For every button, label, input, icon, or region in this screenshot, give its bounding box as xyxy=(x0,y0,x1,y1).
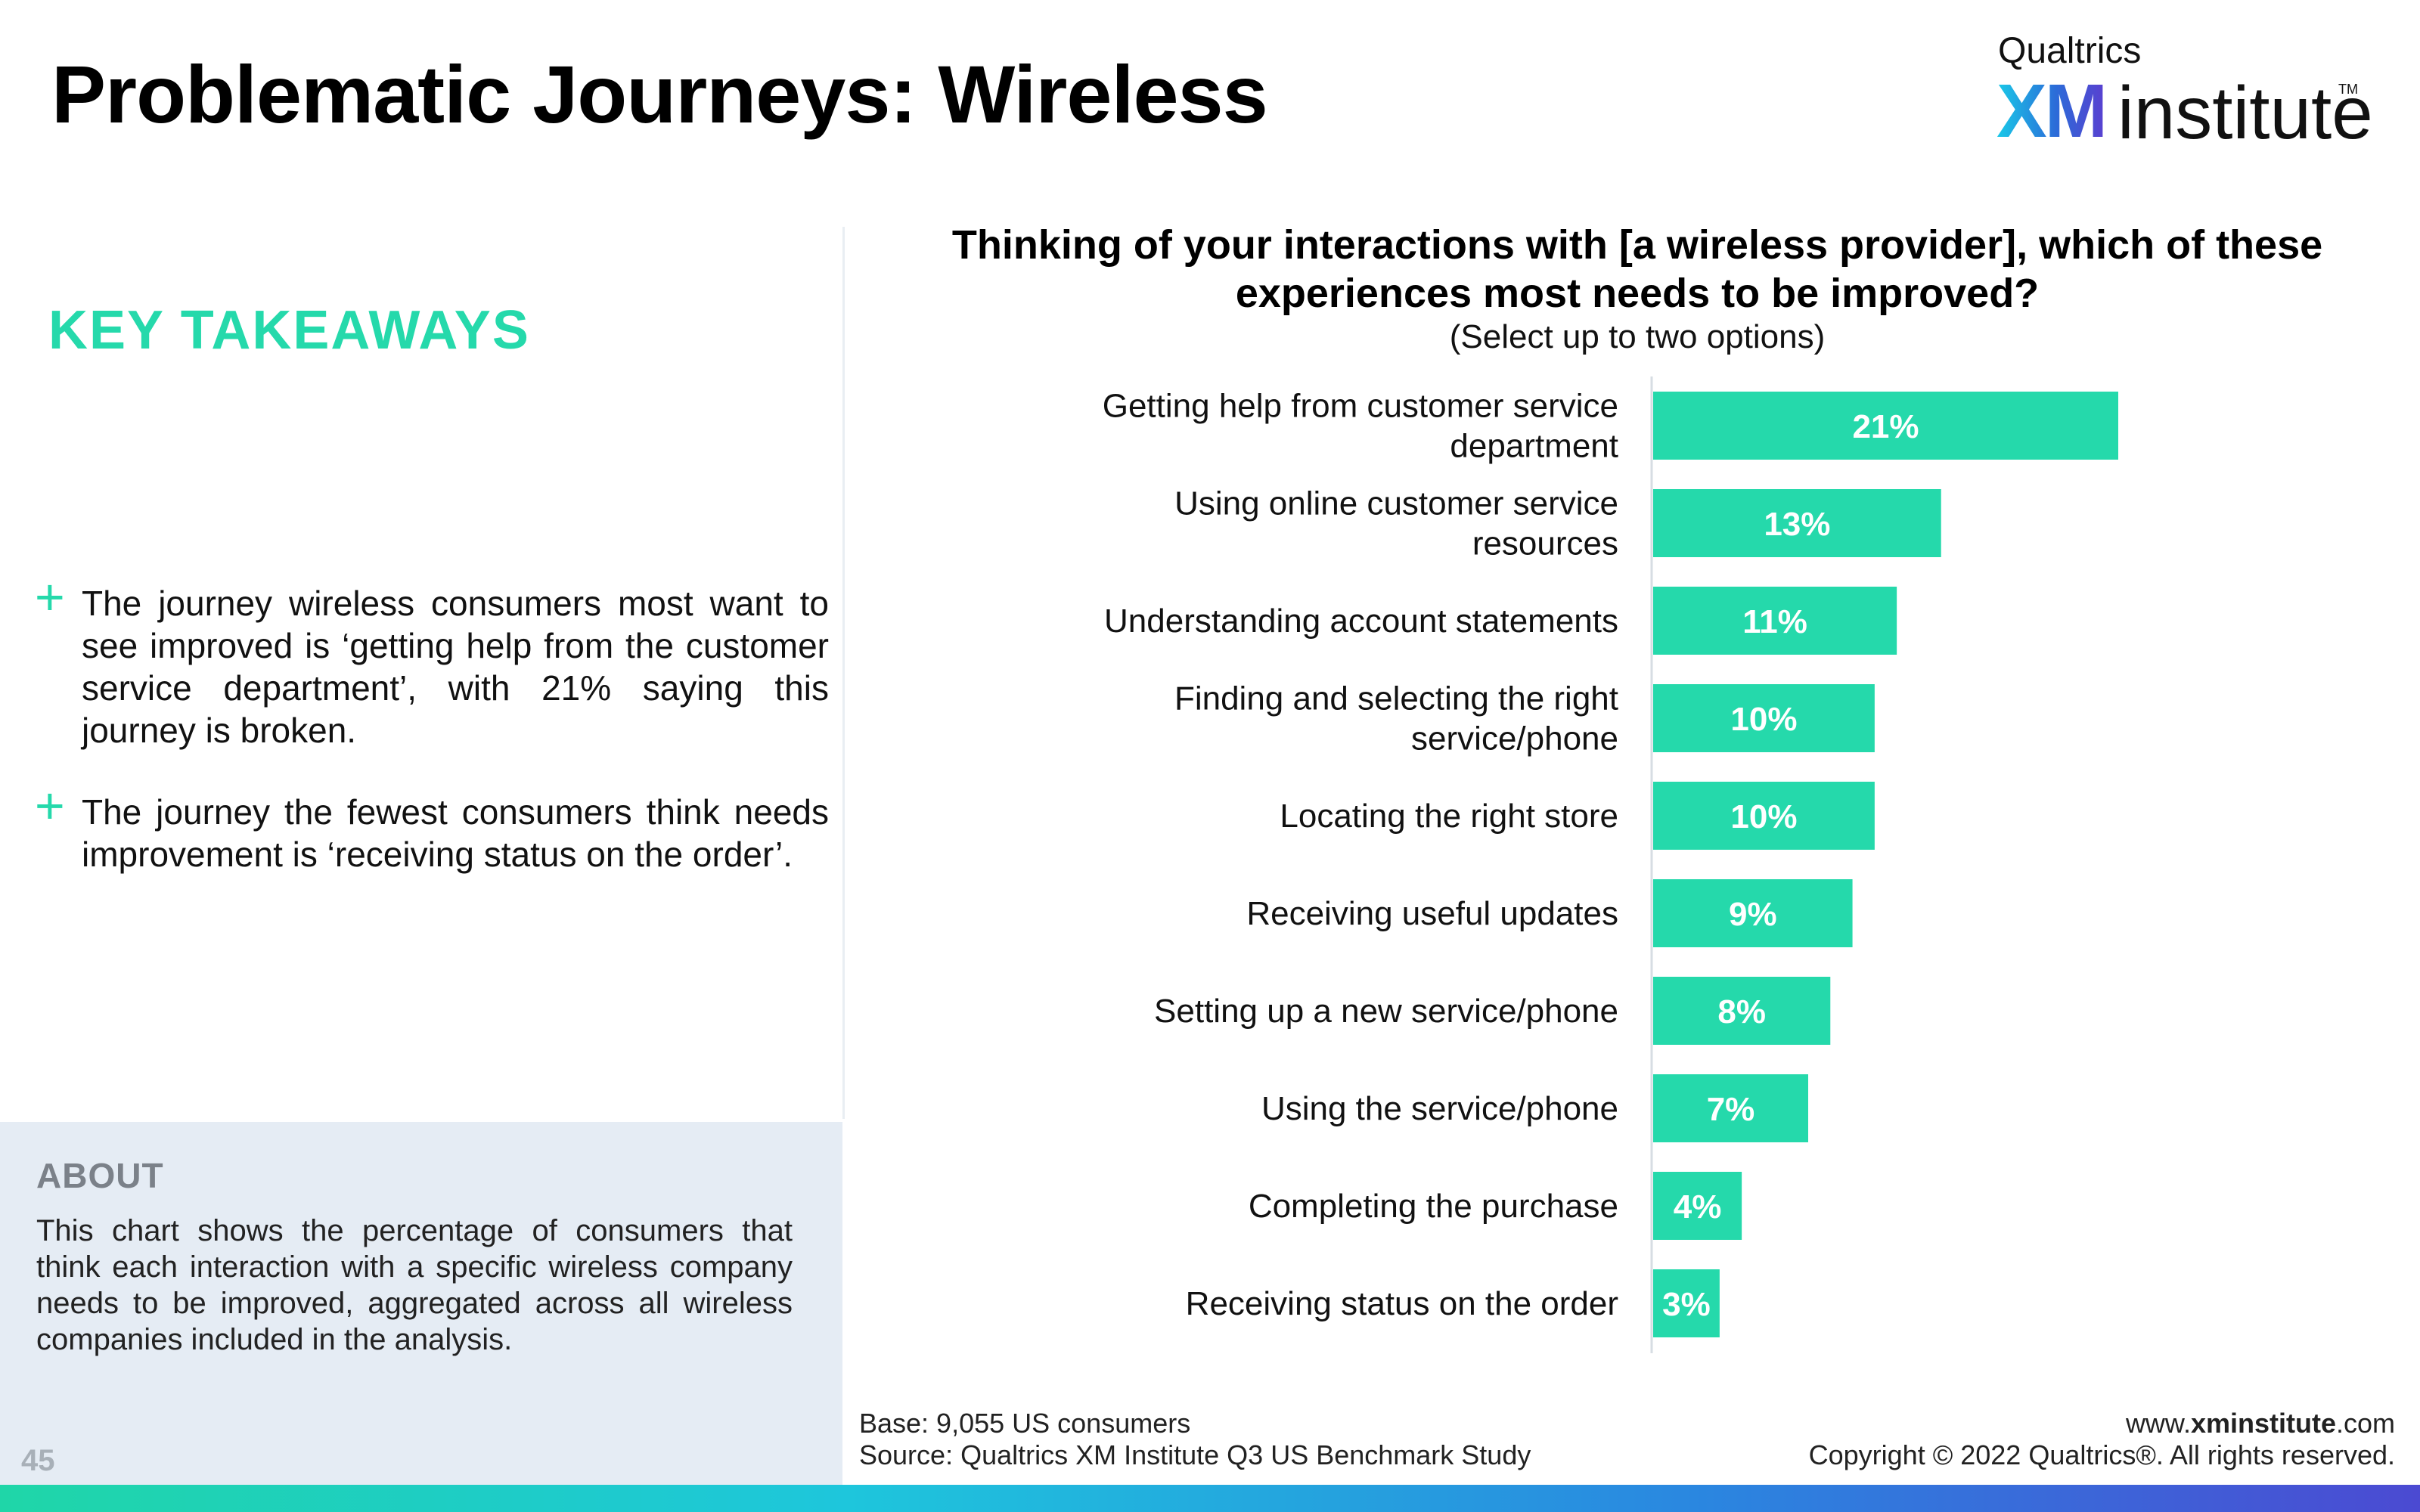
takeaway-bullet: + The journey wireless consumers most wa… xyxy=(35,572,829,764)
copyright-text: Copyright © 2022 Qualtrics®. All rights … xyxy=(1808,1439,2395,1470)
bar-data-label: 10% xyxy=(1730,701,1797,738)
bar xyxy=(1653,392,2118,460)
bar xyxy=(1653,879,1853,947)
plus-icon: + xyxy=(35,569,65,626)
takeaway-bullet: + The journey the fewest consumers think… xyxy=(35,780,829,927)
base-note: Base: 9,055 US consumers xyxy=(859,1408,1191,1439)
bar-data-label: 9% xyxy=(1729,896,1777,933)
plus-icon: + xyxy=(35,777,65,835)
category-label: Receiving useful updates xyxy=(1246,895,1618,932)
bar-data-label: 4% xyxy=(1674,1188,1722,1225)
about-text: This chart shows the percentage of consu… xyxy=(36,1214,793,1356)
category-label: Finding and selecting the right service/p… xyxy=(1174,680,1618,758)
footnote: Base: 9,055 US consumers Source: Qualtri… xyxy=(859,1408,1531,1471)
bar-data-label: 8% xyxy=(1717,993,1766,1030)
page-title: Problematic Journeys: Wireless xyxy=(51,48,1268,140)
about-title: ABOUT xyxy=(36,1156,164,1195)
takeaway-text: The journey the fewest consumers think n… xyxy=(82,792,829,874)
logo-qualtrics-text: Qualtrics xyxy=(1998,31,2142,71)
bar xyxy=(1653,1074,1808,1142)
category-label: Receiving status on the order xyxy=(1186,1285,1618,1322)
about-panel: ABOUT This chart shows the percentage of… xyxy=(0,1122,842,1485)
bottom-gradient-bar xyxy=(0,1485,2420,1512)
bar xyxy=(1653,782,1875,850)
category-label: Using online customer service resources xyxy=(1174,485,1618,562)
bar xyxy=(1653,1269,1720,1337)
bar xyxy=(1653,684,1875,752)
copyright-block: www.xminstitute.com Copyright © 2022 Qua… xyxy=(1809,1408,2395,1471)
bar xyxy=(1653,587,1897,655)
bar xyxy=(1653,977,1831,1045)
category-label: Locating the right store xyxy=(1280,798,1618,835)
bar xyxy=(1653,1172,1742,1240)
bar-data-label: 11% xyxy=(1742,603,1807,640)
bar-data-label: 10% xyxy=(1730,798,1797,835)
logo-institute-text: institute xyxy=(2118,71,2373,154)
category-label: Understanding account statements xyxy=(1104,603,1618,640)
category-label: Getting help from customer service depart… xyxy=(1103,388,1618,465)
category-label: Setting up a new service/phone xyxy=(1154,993,1618,1030)
xm-institute-logo: Qualtrics XM institute TM xyxy=(1969,30,2373,153)
source-note: Source: Qualtrics XM Institute Q3 US Ben… xyxy=(859,1439,1531,1470)
bar-data-label: 21% xyxy=(1852,408,1919,445)
chart-title: Thinking of your interactions with [a wi… xyxy=(951,222,2323,316)
chart-subtitle: (Select up to two options) xyxy=(1449,318,1826,355)
takeaway-text: The journey wireless consumers most want… xyxy=(82,584,829,750)
bar-data-label: 13% xyxy=(1764,506,1830,543)
bar-chart: 21% Getting help from customer service dep… xyxy=(1103,376,2118,1353)
logo-xm-text: XM xyxy=(1996,69,2108,153)
page-number: 45 xyxy=(21,1444,55,1477)
bar-data-label: 7% xyxy=(1707,1091,1755,1128)
bar xyxy=(1653,489,1941,557)
logo-trademark: TM xyxy=(2338,82,2358,97)
vertical-divider xyxy=(842,227,845,1119)
category-label: Completing the purchase xyxy=(1249,1188,1618,1225)
website-link[interactable]: www.xminstitute.com xyxy=(2125,1408,2395,1439)
category-label: Using the service/phone xyxy=(1261,1090,1618,1127)
key-takeaways-heading: KEY TAKEAWAYS xyxy=(48,300,530,361)
bar-data-label: 3% xyxy=(1662,1286,1711,1323)
